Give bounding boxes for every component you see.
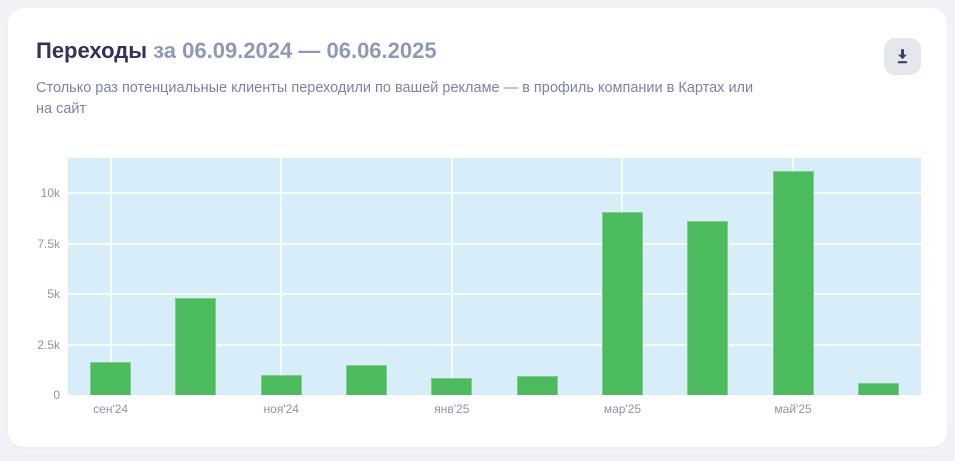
x-axis-label: мар'25 [603,402,642,416]
x-axis-label: сен'24 [93,402,129,416]
x-grid-line [450,158,453,395]
download-icon [894,48,911,65]
y-grid-line [68,293,921,296]
bar[interactable] [772,171,814,395]
bar[interactable] [601,212,643,395]
plot-area [68,158,921,395]
transitions-bar-chart: 0 2.5k 5k 7.5k 10k сен'24 ноя'24 янв'25 мар'25 м… [8,8,947,447]
bar[interactable] [90,361,132,395]
bar[interactable] [687,220,729,395]
y-axis-label: 10k [40,186,60,201]
bar[interactable] [516,375,558,395]
x-axis-label: май'25 [774,402,812,416]
bar[interactable] [431,377,473,395]
x-grid-line [280,158,283,395]
y-axis-label: 7.5k [37,236,60,251]
card-subtitle: Столько раз потенциальные клиенты перехо… [36,80,754,117]
y-axis-label: 0 [53,388,60,402]
bar[interactable] [346,364,388,395]
y-grid-line [68,242,921,245]
card-title-row: Переходы за 06.09.2024 — 06.06.2025 [36,38,437,64]
transitions-card: Переходы за 06.09.2024 — 06.06.2025 Стол… [8,8,947,447]
bar[interactable] [857,382,899,395]
x-axis-label: ноя'24 [263,402,299,416]
bar[interactable] [260,374,302,395]
bar[interactable] [175,298,217,395]
y-grid-line [68,192,921,195]
x-axis-label: янв'25 [434,402,470,416]
y-axis-label: 2.5k [37,337,60,352]
x-grid-line [109,158,112,395]
date-range: за 06.09.2024 — 06.06.2025 [153,38,437,63]
y-grid-line [68,343,921,346]
page-title: Переходы [36,38,148,63]
y-axis-label: 5k [47,287,60,302]
download-button[interactable] [884,38,921,75]
